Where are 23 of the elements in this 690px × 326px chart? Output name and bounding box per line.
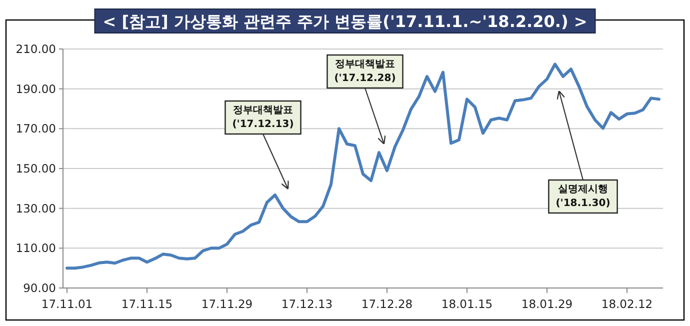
x-tick-label: 17.12.13 [281,297,333,311]
x-tick-label: 18.01.15 [441,297,493,311]
annotation: 정부대책발표 ('17.12.28) [326,54,404,145]
annotation: 정부대책발표 ('17.12.28) [334,59,396,84]
y-tick-label: 150.00 [16,162,56,176]
annotation: 실명제시행 ('18.1.30) [548,90,618,214]
annotation: 정부대책발표 ('17.12.13) [232,105,294,130]
y-tick-label: 190.00 [16,82,56,96]
x-tick-label: 17.12.28 [361,297,413,311]
annotation: 실명제시행 ('18.1.30) [556,184,610,209]
y-tick-label: 210.00 [16,42,56,56]
x-tick-label: 18.02.12 [601,297,653,311]
annotation: 정부대책발표 ('17.12.13) [224,100,302,190]
x-tick-label: 17.11.29 [201,297,253,311]
x-tick-label: 18.01.29 [521,297,573,311]
y-tick-label: 90.00 [23,281,56,295]
x-tick-label: 17.11.01 [41,297,93,311]
chart-title: < [참고] 가상통화 관련주 주가 변동률('17.11.1.~'18.2.20.) > [102,12,588,31]
y-tick-label: 110.00 [16,241,56,256]
y-tick-label: 130.00 [16,201,56,216]
y-tick-label: 170.00 [16,122,56,136]
title: < [참고] 가상통화 관련주 주가 변동률('17.11.1.~'18.2.20.) > [94,8,596,34]
x-tick-label: 17.11.15 [121,297,173,311]
